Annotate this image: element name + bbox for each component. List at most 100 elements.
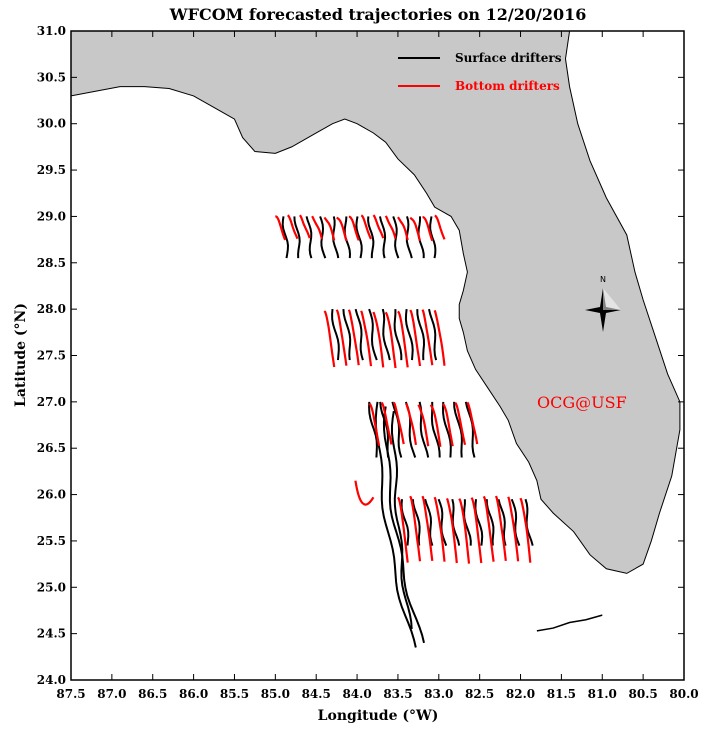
x-axis-label: Longitude (°W): [318, 708, 439, 724]
bottom-track: [494, 495, 507, 562]
florida-keys: [536, 614, 603, 632]
surface-track: [464, 401, 476, 458]
surface-track: [393, 309, 403, 361]
bottom-track: [442, 403, 454, 447]
bottom-track: [368, 402, 381, 447]
surface-track: [428, 308, 438, 361]
bottom-track: [397, 310, 409, 368]
bottom-track: [519, 497, 532, 563]
florida-landmass: [70, 30, 684, 574]
y-tick-label: 27.0: [37, 395, 66, 409]
bottom-track: [433, 496, 446, 562]
bottom-track: [409, 309, 422, 367]
bottom-drifter-tracks: [275, 214, 532, 564]
y-tick-label: 31.0: [37, 24, 66, 38]
bottom-track: [507, 496, 520, 562]
bottom-track: [384, 311, 397, 369]
y-axis-label: Latitude (°N): [13, 303, 29, 407]
surface-track: [342, 309, 352, 361]
bottom-track: [458, 498, 471, 564]
bottom-track: [433, 310, 446, 366]
chart-title: WFCOM forecasted trajectories on 12/20/2…: [169, 5, 587, 24]
bottom-track: [360, 214, 373, 240]
bottom-track: [323, 216, 336, 241]
y-axis-ticks: 24.0 24.5 25.0 25.5 26.0 26.5 27.0 27.5 28.0 28.5…: [37, 24, 684, 687]
x-tick-label: 85.0: [261, 687, 290, 701]
surface-track: [367, 216, 375, 259]
y-tick-label: 28.0: [37, 302, 66, 316]
x-tick-label: 82.5: [465, 687, 494, 701]
surface-track: [354, 308, 364, 361]
bottom-track: [409, 495, 422, 562]
x-tick-label: 86.0: [179, 687, 208, 701]
legend-label-bottom: Bottom drifters: [455, 79, 560, 93]
surface-track: [453, 401, 463, 458]
bottom-track: [335, 309, 348, 366]
bottom-track: [360, 310, 373, 367]
x-tick-label: 80.0: [669, 687, 698, 701]
y-tick-label: 29.5: [37, 163, 66, 177]
bottom-track: [482, 495, 495, 562]
y-tick-label: 29.0: [37, 209, 66, 223]
bottom-track: [396, 496, 409, 563]
surface-track: [429, 216, 437, 259]
bottom-track: [311, 215, 323, 240]
surface-track: [368, 308, 378, 361]
bottom-track: [434, 214, 446, 240]
y-tick-label: 30.0: [37, 117, 66, 131]
surface-track: [281, 216, 290, 259]
bottom-track: [392, 401, 405, 445]
x-tick-label: 83.5: [383, 687, 412, 701]
y-tick-label: 25.5: [37, 534, 66, 548]
y-tick-label: 24.5: [37, 627, 66, 641]
bottom-track: [445, 498, 458, 564]
land-layer: [70, 30, 684, 632]
surface-track: [416, 309, 426, 361]
compass-north-label: N: [600, 275, 606, 284]
compass-rose: N: [585, 275, 621, 332]
bottom-track: [380, 401, 393, 445]
bottom-track: [454, 402, 467, 446]
surface-track: [404, 309, 414, 361]
surface-track: [305, 216, 313, 259]
bottom-track: [323, 310, 336, 368]
surface-track-long: [391, 410, 413, 630]
surface-track: [430, 401, 441, 458]
surface-track: [474, 499, 484, 546]
x-tick-label: 87.5: [56, 687, 85, 701]
bottom-track: [421, 309, 434, 366]
bottom-track: [287, 214, 299, 240]
bottom-track: [336, 216, 348, 242]
surface-track: [293, 216, 301, 259]
bottom-track: [409, 216, 422, 242]
bottom-track: [275, 215, 287, 241]
y-tick-label: 26.5: [37, 441, 66, 455]
bottom-track: [372, 311, 385, 368]
x-tick-label: 81.5: [547, 687, 576, 701]
y-tick-label: 24.0: [37, 673, 66, 687]
surface-track: [510, 498, 521, 546]
x-tick-label: 85.5: [220, 687, 249, 701]
bottom-track: [422, 216, 434, 242]
bottom-track: [348, 215, 360, 241]
surface-track: [411, 499, 421, 546]
x-tick-label: 82.0: [506, 687, 535, 701]
surface-track: [437, 498, 448, 546]
x-tick-label: 81.0: [588, 687, 617, 701]
y-tick-label: 25.0: [37, 580, 66, 594]
y-tick-label: 27.5: [37, 349, 66, 363]
x-tick-label: 87.0: [97, 687, 126, 701]
bottom-track: [299, 214, 311, 239]
bottom-track: [354, 480, 375, 506]
y-tick-label: 26.0: [37, 488, 66, 502]
watermark-text: OCG@USF: [537, 393, 627, 412]
bottom-track: [397, 216, 409, 241]
legend-label-surface: Surface drifters: [455, 51, 562, 65]
surface-track: [441, 401, 452, 458]
x-tick-label: 80.5: [629, 687, 658, 701]
bottom-track: [384, 215, 397, 239]
legend: Surface drifters Bottom drifters: [398, 51, 562, 93]
bottom-track: [421, 495, 434, 562]
x-tick-label: 86.5: [138, 687, 167, 701]
